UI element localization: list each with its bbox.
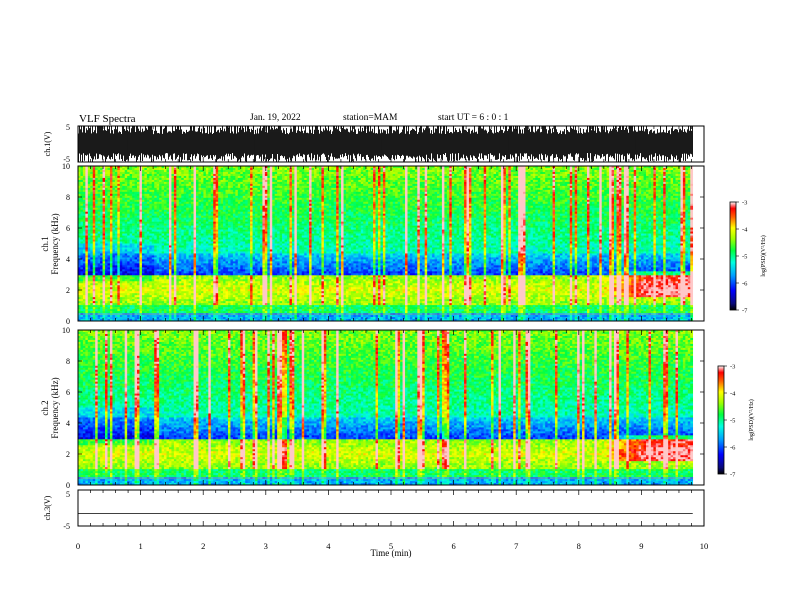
date-label: Jan. 19, 2022 xyxy=(250,113,301,123)
time-tick-label: 2 xyxy=(201,541,205,551)
time-tick-label: 8 xyxy=(577,541,581,551)
time-tick-label: 9 xyxy=(639,541,643,551)
freq-tick-label: 4 xyxy=(66,255,70,264)
freq-tick-label: 0 xyxy=(66,481,70,490)
time-tick-label: 0 xyxy=(76,541,80,551)
ch3-ylabel: ch.3(V) xyxy=(43,495,52,520)
time-tick-label: 6 xyxy=(451,541,455,551)
time-tick-label: 5 xyxy=(389,541,393,551)
colorbar-tick-label: -3 xyxy=(730,364,735,371)
colorbar-tick-label: -5 xyxy=(730,418,735,425)
freq-tick-label: 6 xyxy=(66,224,70,233)
ch1-spec-ylabel-channel: ch.1 xyxy=(40,236,50,251)
freq-tick-label: 8 xyxy=(66,193,70,202)
ch3-ytick-top: 5 xyxy=(66,490,70,499)
time-tick-label: 10 xyxy=(700,541,709,551)
station-label: station=MAM xyxy=(343,113,397,123)
ch1-spectrogram-image xyxy=(78,166,694,322)
colorbar-tick-label: -3 xyxy=(742,200,747,207)
figure-title: VLF Spectra xyxy=(79,113,136,125)
ch2-colorbar xyxy=(717,365,725,475)
ch1-colorbar xyxy=(729,201,737,311)
freq-tick-label: 2 xyxy=(66,286,70,295)
colorbar-tick-label: -4 xyxy=(730,391,736,398)
ch2-spectrogram-image xyxy=(78,330,694,486)
ch2-spec-ylabel-channel: ch.2 xyxy=(40,400,50,415)
ch1-ylabel: ch.1(V) xyxy=(43,131,52,156)
ch1-ytick-top: 5 xyxy=(66,123,70,132)
colorbar-tick-label: -5 xyxy=(742,254,747,261)
ch1-colorbar-label: log(PSD)(V²/Hz) xyxy=(760,235,767,276)
ch3-waveform-panel: 5 -5 ch.3(V) 0 1 2 3 4 5 6 7 8 9 10 Time (min) xyxy=(43,489,709,558)
time-tick-label: 7 xyxy=(514,541,518,551)
colorbar-tick-label: -6 xyxy=(730,445,736,452)
freq-tick-label: 10 xyxy=(62,326,70,335)
start-ut-label: start UT = 6 : 0 : 1 xyxy=(438,113,508,123)
freq-tick-label: 10 xyxy=(62,162,70,171)
x-axis-label: Time (min) xyxy=(371,548,412,558)
time-tick-label: 3 xyxy=(264,541,268,551)
freq-tick-label: 0 xyxy=(66,317,70,326)
ch2-spec-ylabel: Frequency (kHz) xyxy=(50,377,60,438)
freq-tick-label: 6 xyxy=(66,388,70,397)
colorbar-tick-label: -7 xyxy=(742,308,748,315)
colorbar-tick-label: -4 xyxy=(742,227,748,234)
freq-tick-label: 4 xyxy=(66,419,70,428)
colorbar-tick-label: -6 xyxy=(742,281,748,288)
ch3-ytick-bottom: -5 xyxy=(63,522,70,531)
freq-tick-label: 2 xyxy=(66,450,70,459)
time-tick-label: 4 xyxy=(326,541,331,551)
ch1-ytick-bottom: -5 xyxy=(63,155,70,164)
ch1-waveform-panel: 5 -5 ch.1(V) xyxy=(43,123,705,164)
ch1-spec-ylabel: Frequency (kHz) xyxy=(50,213,60,274)
freq-tick-label: 8 xyxy=(66,357,70,366)
colorbar-tick-label: -7 xyxy=(730,472,736,479)
ch2-colorbar-label: log(PSD)(V²/Hz) xyxy=(748,399,755,440)
time-tick-label: 1 xyxy=(138,541,142,551)
